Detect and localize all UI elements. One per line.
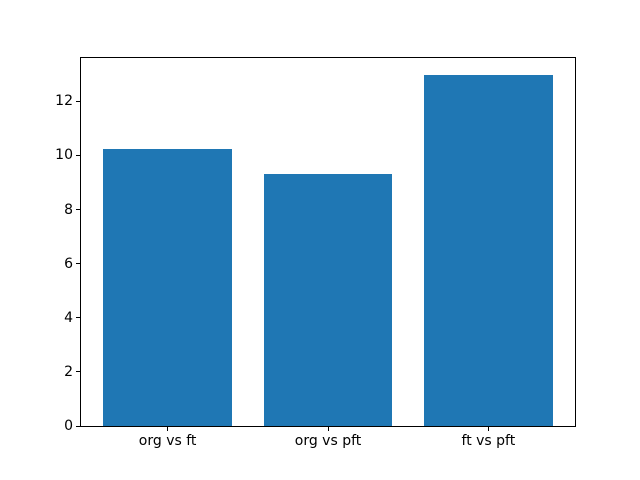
x-tick-mark: [327, 427, 329, 431]
y-tick-mark: [76, 317, 80, 319]
x-tick-label: org vs pft: [294, 433, 362, 449]
x-tick-label: org vs ft: [138, 433, 197, 449]
y-tick-mark: [76, 154, 80, 156]
x-tick-mark: [167, 427, 169, 431]
y-tick-label: 2: [64, 363, 73, 380]
bar-org-vs-ft: [103, 148, 232, 426]
plot-area: org vs ft org vs pft ft vs pft: [76, 57, 576, 449]
y-tick-label: 12: [55, 93, 73, 110]
bar-org-vs-pft: [263, 173, 393, 426]
y-tick-label: 4: [64, 309, 73, 326]
y-tick-label: 8: [64, 201, 73, 218]
plot-inner: org vs ft org vs pft ft vs pft: [76, 58, 575, 449]
bar-ft-vs-pft: [424, 75, 553, 426]
y-tick-mark: [76, 371, 80, 373]
x-tick-label: ft vs pft: [461, 433, 516, 449]
y-tick-mark: [76, 209, 80, 211]
y-tick-label: 0: [64, 418, 73, 434]
x-tick-mark: [487, 427, 489, 431]
y-axis-tick-labels: 0 2 4 6 8 10 12: [0, 0, 73, 480]
y-tick-mark: [76, 100, 80, 102]
y-tick-mark: [76, 263, 80, 265]
y-tick-label: 10: [55, 147, 73, 164]
y-tick-mark: [76, 425, 80, 427]
y-tick-label: 6: [64, 255, 73, 272]
